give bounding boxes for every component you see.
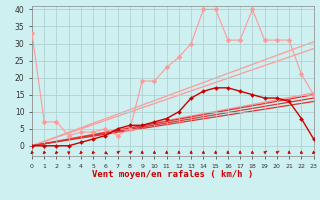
X-axis label: Vent moyen/en rafales ( km/h ): Vent moyen/en rafales ( km/h ) — [92, 170, 253, 179]
